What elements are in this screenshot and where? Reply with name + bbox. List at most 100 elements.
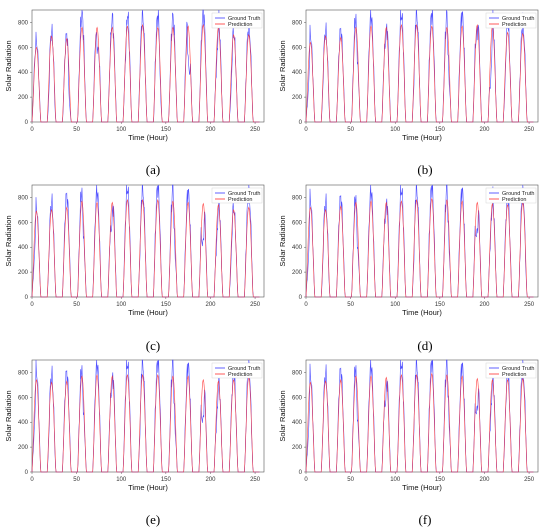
legend-label: Ground Truth xyxy=(502,366,534,372)
legend-label: Prediction xyxy=(502,372,526,378)
x-tick-label: 100 xyxy=(390,477,401,483)
x-tick-label: 50 xyxy=(347,477,354,483)
x-tick-label: 250 xyxy=(250,477,261,483)
x-tick-label: 150 xyxy=(161,477,172,483)
x-tick-label: 150 xyxy=(435,302,446,308)
x-tick-label: 150 xyxy=(161,302,172,308)
x-axis-label: Time (Hour) xyxy=(128,133,168,142)
y-tick-label: 600 xyxy=(18,395,29,401)
caption-d: (d) xyxy=(417,338,433,353)
y-axis-label: Solar Radiation xyxy=(4,215,13,266)
x-tick-label: 100 xyxy=(390,302,401,308)
y-tick-label: 200 xyxy=(18,95,29,101)
chart-panel-c: 0 200 400 600 800 0 50 100 150 200 250 Time (Hour) S… xyxy=(2,177,272,339)
legend-label: Prediction xyxy=(502,22,526,28)
legend-label: Ground Truth xyxy=(228,191,260,197)
y-tick-label: 800 xyxy=(18,195,29,201)
y-axis-label: Solar Radiation xyxy=(278,215,287,266)
y-axis-label: Solar Radiation xyxy=(4,390,13,441)
y-tick-label: 600 xyxy=(292,45,303,51)
x-tick-label: 150 xyxy=(435,477,446,483)
x-tick-label: 250 xyxy=(524,302,535,308)
chart-svg-e: 0 200 400 600 800 0 50 100 150 200 250 Time (Hour) S… xyxy=(4,359,265,492)
x-tick-label: 50 xyxy=(73,127,80,133)
x-tick-label: 250 xyxy=(250,127,261,133)
y-tick-label: 200 xyxy=(18,270,29,276)
legend-label: Prediction xyxy=(228,372,252,378)
chart-svg-a: 0 200 400 600 800 0 50 100 150 200 250 Time (Hour) S… xyxy=(4,9,265,142)
y-tick-label: 0 xyxy=(299,295,303,301)
x-tick-label: 0 xyxy=(30,127,34,133)
y-tick-label: 400 xyxy=(292,245,303,251)
y-tick-label: 800 xyxy=(292,20,303,26)
x-tick-label: 0 xyxy=(304,477,308,483)
x-tick-label: 150 xyxy=(161,127,172,133)
x-tick-label: 0 xyxy=(304,127,308,133)
x-axis-label: Time (Hour) xyxy=(402,133,442,142)
y-tick-label: 0 xyxy=(25,295,29,301)
x-tick-label: 0 xyxy=(304,302,308,308)
legend-label: Ground Truth xyxy=(228,366,260,372)
x-tick-label: 50 xyxy=(347,302,354,308)
x-tick-label: 50 xyxy=(73,477,80,483)
y-tick-label: 200 xyxy=(292,445,303,451)
chart-svg-f: 0 200 400 600 800 0 50 100 150 200 250 Time (Hour) S… xyxy=(278,359,539,492)
chart-panel-f: 0 200 400 600 800 0 50 100 150 200 250 Time (Hour) S… xyxy=(276,352,546,514)
x-tick-label: 200 xyxy=(479,302,490,308)
x-tick-label: 50 xyxy=(347,127,354,133)
y-tick-label: 400 xyxy=(18,245,29,251)
y-tick-label: 400 xyxy=(292,70,303,76)
y-tick-label: 0 xyxy=(25,120,29,126)
legend-label: Prediction xyxy=(228,197,252,203)
y-tick-label: 0 xyxy=(25,470,29,476)
y-tick-label: 600 xyxy=(292,220,303,226)
x-tick-label: 200 xyxy=(479,477,490,483)
series-line-prediction xyxy=(31,198,260,298)
series-line-prediction xyxy=(31,373,260,473)
y-tick-label: 200 xyxy=(18,445,29,451)
series-line-prediction xyxy=(305,23,534,123)
y-tick-label: 400 xyxy=(18,420,29,426)
y-tick-label: 600 xyxy=(292,395,303,401)
caption-b: (b) xyxy=(417,162,433,177)
caption-a: (a) xyxy=(145,162,161,177)
x-tick-label: 150 xyxy=(435,127,446,133)
x-tick-label: 200 xyxy=(479,127,490,133)
x-axis-label: Time (Hour) xyxy=(402,308,442,317)
y-tick-label: 800 xyxy=(18,20,29,26)
y-tick-label: 600 xyxy=(18,45,29,51)
series-line-prediction xyxy=(305,197,534,298)
caption-c: (c) xyxy=(145,338,161,353)
legend-label: Ground Truth xyxy=(502,191,534,197)
legend-label: Ground Truth xyxy=(228,16,260,22)
y-tick-label: 600 xyxy=(18,220,29,226)
y-tick-label: 200 xyxy=(292,270,303,276)
y-tick-label: 800 xyxy=(292,195,303,201)
chart-panel-d: 0 200 400 600 800 0 50 100 150 200 250 Time (Hour) S… xyxy=(276,177,546,339)
y-tick-label: 400 xyxy=(18,70,29,76)
x-tick-label: 100 xyxy=(116,302,127,308)
chart-panel-a: 0 200 400 600 800 0 50 100 150 200 250 Time (Hour) S… xyxy=(2,2,272,164)
x-tick-label: 250 xyxy=(524,477,535,483)
caption-e: (e) xyxy=(145,512,161,527)
chart-panel-b: 0 200 400 600 800 0 50 100 150 200 250 Time (Hour) S… xyxy=(276,2,546,164)
legend-label: Ground Truth xyxy=(502,16,534,22)
x-axis-label: Time (Hour) xyxy=(128,483,168,492)
x-tick-label: 100 xyxy=(390,127,401,133)
x-tick-label: 250 xyxy=(524,127,535,133)
x-tick-label: 100 xyxy=(116,477,127,483)
series-line-prediction xyxy=(305,372,534,473)
x-axis-label: Time (Hour) xyxy=(128,308,168,317)
x-axis-label: Time (Hour) xyxy=(402,483,442,492)
chart-panel-e: 0 200 400 600 800 0 50 100 150 200 250 Time (Hour) S… xyxy=(2,352,272,514)
y-axis-label: Solar Radiation xyxy=(4,40,13,91)
y-tick-label: 0 xyxy=(299,470,303,476)
y-tick-label: 200 xyxy=(292,95,303,101)
x-tick-label: 200 xyxy=(205,127,216,133)
caption-f: (f) xyxy=(418,512,432,527)
x-tick-label: 250 xyxy=(250,302,261,308)
x-tick-label: 200 xyxy=(205,302,216,308)
y-tick-label: 400 xyxy=(292,420,303,426)
series-line-prediction xyxy=(31,23,260,123)
y-axis-label: Solar Radiation xyxy=(278,390,287,441)
